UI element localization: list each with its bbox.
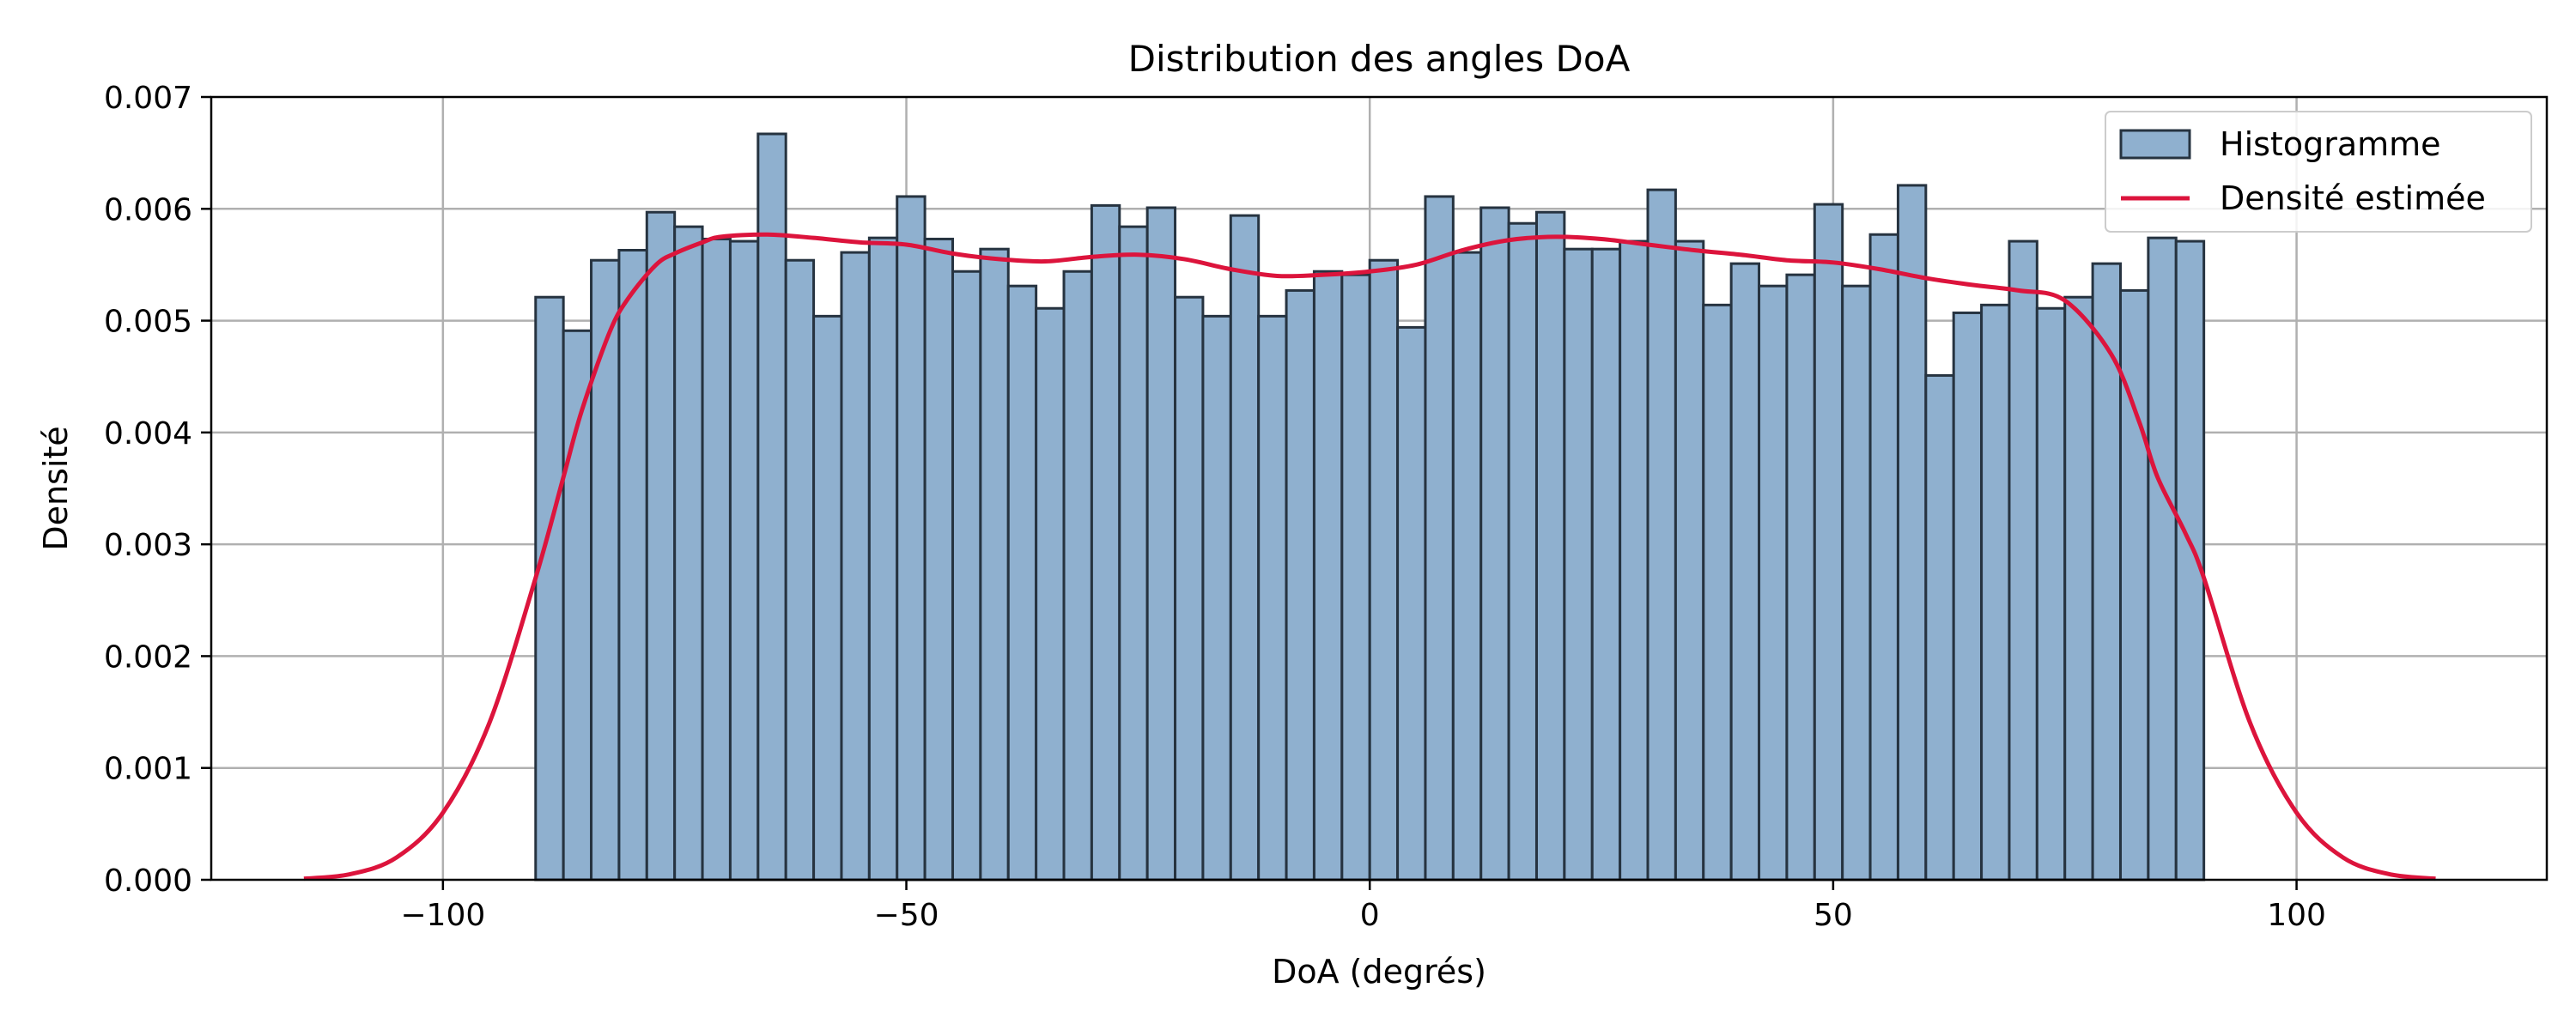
histogram-bar (2008, 239, 2038, 882)
histogram-bar (1729, 262, 1761, 882)
x-tick-label: −50 (874, 898, 939, 933)
y-axis-label: Densité (37, 426, 75, 550)
histogram-bar (1674, 239, 1705, 882)
histogram-bar (784, 258, 816, 882)
legend-histogram-swatch (2119, 129, 2191, 160)
y-tick-label: 0.004 (104, 416, 192, 451)
histogram-bar (1896, 184, 1928, 882)
x-tick-label: 50 (1814, 898, 1853, 933)
histogram-bar (2147, 236, 2178, 882)
legend-box (2105, 111, 2532, 233)
histogram-bar (701, 237, 732, 882)
histogram-bar (1312, 270, 1344, 882)
chart-title: Distribution des angles DoA (1128, 38, 1631, 80)
x-axis-ticks: −100 −50 0 50 100 (400, 880, 2326, 933)
histogram-bar (1062, 270, 1093, 882)
y-tick-label: 0.005 (104, 305, 192, 340)
histogram-bar (1758, 284, 1789, 882)
plot-frame (210, 95, 2549, 882)
histogram-bar (1285, 288, 1315, 882)
histogram-bar (2035, 306, 2067, 882)
histogram-bar (728, 239, 760, 882)
y-tick-label: 0.006 (104, 192, 192, 227)
y-tick-label: 0.002 (104, 639, 192, 675)
x-tick-label: 100 (2267, 898, 2326, 933)
histogram-bar (1340, 273, 1371, 882)
histogram-bar (1785, 273, 1816, 882)
histogram-bar (1952, 311, 1984, 882)
y-tick-label: 0.003 (104, 528, 192, 563)
histogram-bar (896, 195, 927, 882)
histogram-bar (1257, 314, 1288, 882)
histogram-bar (756, 132, 787, 882)
histogram-bar (1841, 284, 1872, 882)
histogram-bar (1868, 233, 1899, 882)
histogram-bar (1980, 303, 2011, 882)
histogram-bar (1229, 214, 1261, 882)
legend-kde-label: Densité estimée (2220, 179, 2486, 217)
histogram-bar (1118, 225, 1149, 882)
histogram-bar (1424, 195, 1455, 882)
x-axis-label: DoA (degrés) (1272, 953, 1486, 991)
histogram-bar (1924, 373, 1955, 882)
histogram-bar (951, 270, 982, 882)
histogram-bar (923, 237, 954, 882)
y-tick-label: 0.000 (104, 863, 192, 899)
kde-line (303, 232, 2436, 882)
histogram-bar (534, 295, 565, 882)
histogram-bar (645, 210, 677, 882)
histogram-bar (1201, 314, 1232, 882)
histogram-bar (1006, 284, 1038, 882)
histogram-bar (840, 251, 871, 882)
histogram-bar (562, 329, 593, 882)
y-tick-label: 0.007 (104, 81, 192, 116)
y-axis-ticks: 0.000 0.001 0.002 0.003 0.004 0.005 0.006 0.007 (104, 81, 211, 899)
histogram-bar (1646, 188, 1677, 882)
legend: Histogramme Densité estimée (2105, 111, 2532, 233)
histogram-bar (2091, 262, 2122, 882)
legend-histogram-label: Histogramme (2220, 125, 2441, 163)
histogram-bar (1619, 239, 1649, 882)
histogram-bar (2063, 295, 2094, 882)
x-tick-label: 0 (1360, 898, 1380, 933)
histogram-bar (1479, 206, 1510, 882)
histogram-bar (617, 248, 648, 882)
histogram-bar (1563, 247, 1594, 882)
histogram-bar (979, 247, 1010, 882)
y-tick-label: 0.001 (104, 752, 192, 787)
histogram-bar (1813, 203, 1844, 882)
x-tick-label: −100 (400, 898, 485, 933)
histogram-bar (1507, 221, 1538, 882)
histogram-bar (1035, 306, 1066, 882)
histogram-bar (812, 314, 843, 882)
histogram-bar (1090, 203, 1121, 882)
histogram-bar (1702, 303, 1733, 882)
histogram-bar (673, 225, 704, 882)
histogram-bar (1451, 251, 1483, 882)
histogram-bar (1534, 210, 1566, 882)
histogram-bar (1145, 206, 1177, 882)
histogram-bar (1174, 295, 1205, 882)
histogram-bar (867, 236, 899, 882)
histogram-bar (1368, 258, 1400, 882)
histogram-bar (1396, 325, 1427, 882)
histogram-bar (1590, 247, 1622, 882)
histogram-bar (590, 258, 621, 882)
